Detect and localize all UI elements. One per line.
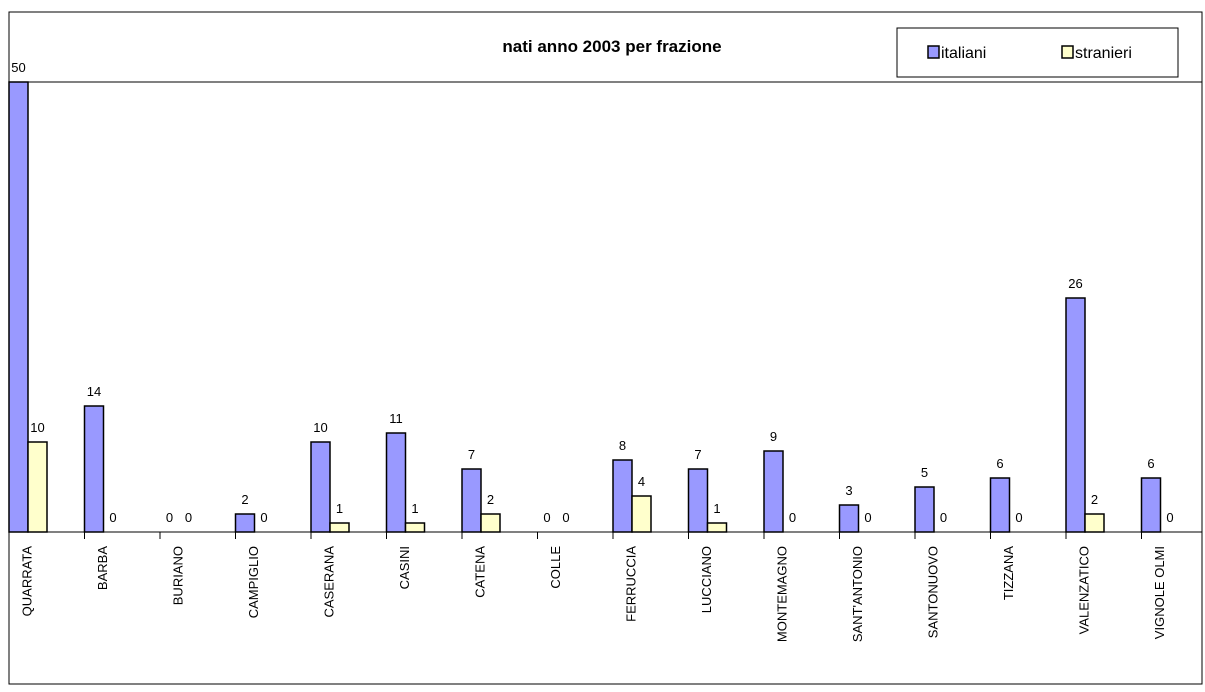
bar-italiani bbox=[234, 513, 256, 533]
x-tick-label: BURIANO bbox=[170, 546, 185, 605]
x-axis: QUARRATA BARBA BURIANO CAMPIGLIO CASERANA CAS… bbox=[9, 531, 1202, 642]
data-label-italiani: 2 bbox=[241, 492, 248, 507]
bar-italiani bbox=[612, 459, 633, 533]
chart-area-border bbox=[8, 11, 1203, 685]
bar-italiani bbox=[310, 441, 331, 533]
data-label-italiani: 7 bbox=[694, 447, 701, 462]
bars-layer bbox=[8, 81, 1162, 533]
bar-stranieri bbox=[1084, 513, 1105, 533]
x-tick-label: VALENZATICO bbox=[1076, 546, 1091, 634]
x-tick-label: CAMPIGLIO bbox=[246, 546, 261, 618]
x-tick-label: CATENA bbox=[472, 546, 487, 598]
data-label-stranieri: 0 bbox=[789, 510, 796, 525]
bar-stranieri bbox=[27, 441, 48, 533]
data-label-italiani: 6 bbox=[996, 456, 1003, 471]
legend-swatch-stranieri bbox=[1061, 45, 1074, 59]
data-label-stranieri: 1 bbox=[713, 501, 720, 516]
data-label-italiani: 11 bbox=[389, 411, 403, 426]
data-label-italiani: 8 bbox=[619, 438, 626, 453]
data-label-stranieri: 0 bbox=[1015, 510, 1022, 525]
legend-label-stranieri: stranieri bbox=[1075, 45, 1132, 62]
data-label-italiani: 14 bbox=[87, 384, 101, 399]
bar-italiani bbox=[914, 486, 935, 533]
legend-label-italiani: italiani bbox=[941, 45, 986, 62]
data-label-stranieri: 0 bbox=[940, 510, 947, 525]
data-label-italiani: 3 bbox=[845, 483, 852, 498]
bar-italiani bbox=[763, 450, 784, 533]
data-label-italiani: 26 bbox=[1068, 276, 1082, 291]
data-label-italiani: 10 bbox=[313, 420, 327, 435]
bar-italiani bbox=[8, 81, 29, 533]
bar-italiani bbox=[989, 477, 1011, 533]
chart-title: nati anno 2003 per frazione bbox=[502, 37, 721, 56]
x-tick-label: QUARRATA bbox=[19, 546, 34, 617]
bar-stranieri bbox=[480, 513, 501, 533]
x-tick-label: COLLE bbox=[548, 546, 563, 589]
x-tick-label: VIGNOLE OLMI bbox=[1152, 546, 1167, 639]
legend-box bbox=[896, 27, 1179, 78]
data-label-stranieri: 1 bbox=[411, 501, 418, 516]
bar-italiani bbox=[838, 504, 860, 533]
data-label-italiani: 50 bbox=[11, 60, 25, 75]
data-label-stranieri: 2 bbox=[1091, 492, 1098, 507]
x-tick-label: SANT'ANTONIO bbox=[850, 546, 865, 642]
data-label-stranieri: 4 bbox=[638, 474, 645, 489]
data-label-stranieri: 0 bbox=[562, 510, 569, 525]
bar-italiani bbox=[687, 468, 709, 533]
bar-stranieri bbox=[329, 522, 350, 533]
bar-italiani bbox=[461, 468, 482, 533]
data-label-italiani: 0 bbox=[166, 510, 173, 525]
data-label-stranieri: 2 bbox=[487, 492, 494, 507]
bar-italiani bbox=[1140, 477, 1162, 533]
x-tick-label: MONTEMAGNO bbox=[774, 546, 789, 642]
data-label-italiani: 5 bbox=[921, 465, 928, 480]
x-tick-label: CASERANA bbox=[321, 546, 336, 618]
legend-swatch-italiani bbox=[927, 45, 940, 59]
bar-stranieri bbox=[404, 522, 426, 533]
bar-italiani bbox=[83, 405, 105, 533]
bar-italiani bbox=[1065, 297, 1086, 533]
bar-stranieri bbox=[631, 495, 652, 533]
data-label-stranieri: 0 bbox=[109, 510, 116, 525]
x-tick-label: BARBA bbox=[95, 546, 110, 590]
data-label-stranieri: 0 bbox=[864, 510, 871, 525]
data-label-italiani: 0 bbox=[543, 510, 550, 525]
legend: italiani stranieri bbox=[896, 27, 1179, 78]
x-tick-label: LUCCIANO bbox=[699, 546, 714, 613]
x-tick-label: SANTONUOVO bbox=[925, 546, 940, 638]
data-label-stranieri: 10 bbox=[30, 420, 44, 435]
x-tick-label: CASINI bbox=[397, 546, 412, 589]
data-label-italiani: 9 bbox=[770, 429, 777, 444]
bar-italiani bbox=[385, 432, 407, 533]
data-label-stranieri: 0 bbox=[1166, 510, 1173, 525]
data-label-stranieri: 1 bbox=[336, 501, 343, 516]
data-label-italiani: 7 bbox=[468, 447, 475, 462]
data-label-italiani: 6 bbox=[1147, 456, 1154, 471]
bar-stranieri bbox=[706, 522, 728, 533]
data-label-stranieri: 0 bbox=[185, 510, 192, 525]
data-label-stranieri: 0 bbox=[260, 510, 267, 525]
x-tick-label: TIZZANA bbox=[1001, 546, 1016, 600]
x-tick-label: FERRUCCIA bbox=[623, 546, 638, 622]
